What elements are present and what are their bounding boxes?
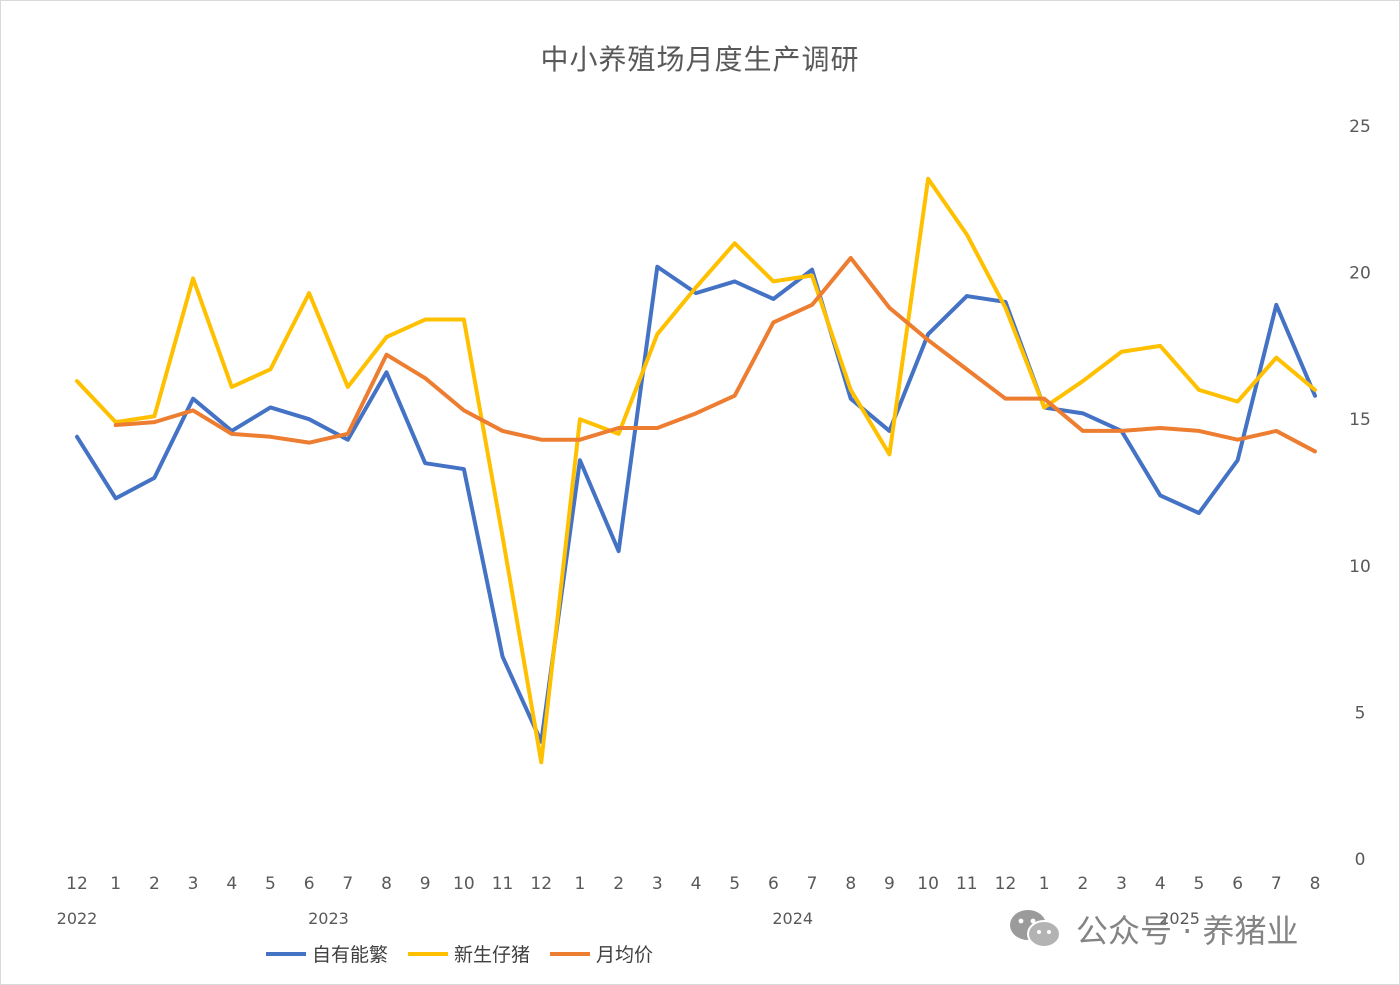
x-tick-label: 3 bbox=[188, 874, 199, 894]
watermark: 公众号 · 养猪业 bbox=[1008, 906, 1299, 952]
legend-item-series-2[interactable]: 新生仔猪 bbox=[408, 940, 530, 967]
legend-label-series-2: 新生仔猪 bbox=[454, 944, 531, 966]
x-tick-label: 2 bbox=[149, 874, 160, 894]
x-tick-label: 5 bbox=[1194, 874, 1205, 894]
x-year-label: 2023 bbox=[308, 909, 349, 928]
y-tick-label: 25 bbox=[1349, 117, 1371, 137]
y-tick-label: 20 bbox=[1349, 264, 1371, 284]
legend-label-series-1: 自有能繁 bbox=[312, 944, 389, 966]
x-tick-label: 7 bbox=[807, 874, 818, 894]
x-tick-label: 12 bbox=[66, 874, 88, 894]
x-tick-label: 6 bbox=[768, 874, 779, 894]
legend-swatch-series-3 bbox=[550, 951, 590, 956]
x-tick-label: 4 bbox=[1155, 874, 1166, 894]
legend-swatch-series-2 bbox=[408, 951, 448, 956]
chart-title: 中小养殖场月度生产调研 bbox=[540, 43, 860, 76]
x-tick-label: 9 bbox=[884, 874, 895, 894]
x-tick-label: 10 bbox=[453, 874, 475, 894]
x-tick-label: 2 bbox=[1077, 874, 1088, 894]
x-year-label: 2024 bbox=[772, 909, 813, 928]
x-tick-label: 1 bbox=[575, 874, 586, 894]
y-axis-ticks: 0 5 10 15 20 25 bbox=[1349, 117, 1371, 870]
legend-item-series-3[interactable]: 月均价 bbox=[550, 940, 653, 967]
wechat-icon bbox=[1010, 910, 1061, 948]
x-year-label: 2022 bbox=[57, 909, 98, 928]
legend-label-series-3: 月均价 bbox=[596, 944, 654, 966]
x-tick-label: 6 bbox=[1232, 874, 1243, 894]
x-tick-label: 7 bbox=[342, 874, 353, 894]
x-tick-label: 3 bbox=[652, 874, 663, 894]
series-line-2 bbox=[75, 176, 1317, 765]
y-tick-label: 0 bbox=[1355, 850, 1366, 870]
series-line-1 bbox=[75, 264, 1317, 744]
x-year-label: 2025 bbox=[1159, 909, 1200, 928]
legend-item-series-1[interactable]: 自有能繁 bbox=[266, 940, 388, 967]
y-tick-label: 10 bbox=[1349, 557, 1371, 577]
x-tick-label: 11 bbox=[492, 874, 514, 894]
x-tick-label: 6 bbox=[304, 874, 315, 894]
x-tick-label: 4 bbox=[691, 874, 702, 894]
x-tick-label: 8 bbox=[381, 874, 392, 894]
x-tick-label: 1 bbox=[1039, 874, 1050, 894]
series-lines bbox=[75, 176, 1317, 765]
x-tick-label: 5 bbox=[265, 874, 276, 894]
x-tick-label: 4 bbox=[226, 874, 237, 894]
x-tick-label: 2 bbox=[613, 874, 624, 894]
x-tick-label: 8 bbox=[845, 874, 856, 894]
y-tick-label: 5 bbox=[1355, 703, 1366, 723]
series-line-3 bbox=[113, 255, 1317, 454]
x-tick-label: 12 bbox=[530, 874, 552, 894]
watermark-text: 公众号 · 养猪业 bbox=[1076, 912, 1299, 950]
x-axis-ticks: 12 1 2 3 4 5 6 7 8 9 10 11 12 1 2 3 4 5 6 7 8 9 10 11 12 1 2 3 4 5 6 7 8 bbox=[66, 874, 1320, 894]
x-tick-label: 11 bbox=[956, 874, 978, 894]
x-tick-label: 8 bbox=[1310, 874, 1321, 894]
x-tick-label: 3 bbox=[1116, 874, 1127, 894]
x-tick-label: 5 bbox=[729, 874, 740, 894]
legend-swatch-series-1 bbox=[266, 951, 306, 956]
x-tick-label: 12 bbox=[995, 874, 1017, 894]
y-tick-label: 15 bbox=[1349, 410, 1371, 430]
x-tick-label: 1 bbox=[110, 874, 121, 894]
x-tick-label: 7 bbox=[1271, 874, 1282, 894]
x-tick-label: 9 bbox=[420, 874, 431, 894]
x-axis-year-labels: 2022 2023 2024 2025 bbox=[57, 909, 1200, 928]
x-tick-label: 10 bbox=[917, 874, 939, 894]
